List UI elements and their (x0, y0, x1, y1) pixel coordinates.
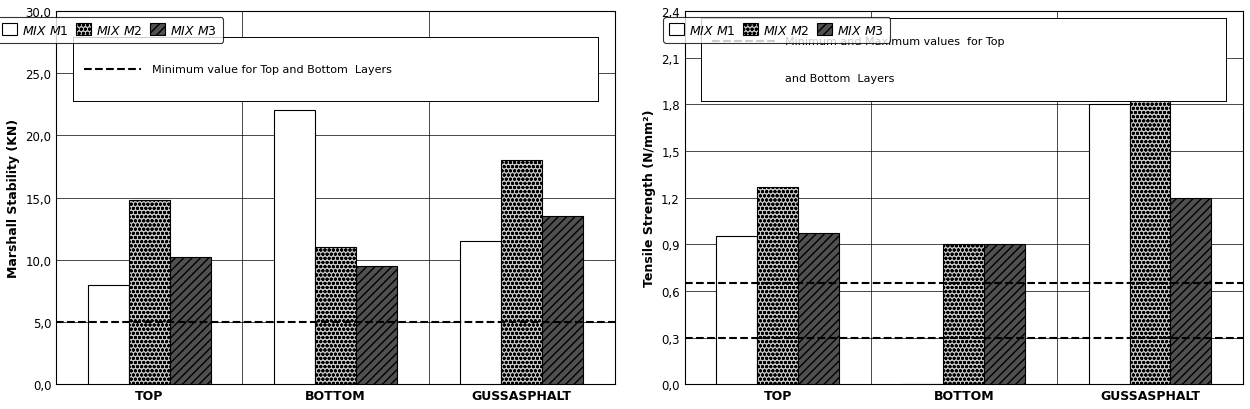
Bar (716, 237, 757, 384)
Y-axis label: Marshall Stability (KN): Marshall Stability (KN) (8, 119, 20, 277)
Bar (758, 187, 799, 384)
Bar (129, 200, 170, 384)
Bar (274, 111, 315, 384)
Y-axis label: Tensile Strength (N/mm²): Tensile Strength (N/mm²) (642, 110, 655, 287)
Bar (170, 258, 211, 384)
Bar (1089, 105, 1130, 384)
Legend: $\it{MIX\ M1}$, $\it{MIX\ M2}$, $\it{MIX\ M3}$: $\it{MIX\ M1}$, $\it{MIX\ M2}$, $\it{MIX… (0, 18, 222, 44)
Bar (799, 234, 839, 384)
Bar (88, 285, 129, 384)
Bar (542, 217, 582, 384)
Bar (944, 245, 984, 384)
Bar (1130, 79, 1170, 384)
Bar (356, 266, 398, 384)
Bar (460, 242, 501, 384)
Bar (315, 248, 356, 384)
Bar (501, 161, 542, 384)
Bar (1170, 198, 1211, 384)
Legend: $\it{MIX\ M1}$, $\it{MIX\ M2}$, $\it{MIX\ M3}$: $\it{MIX\ M1}$, $\it{MIX\ M2}$, $\it{MIX… (662, 18, 890, 44)
Bar (984, 245, 1025, 384)
